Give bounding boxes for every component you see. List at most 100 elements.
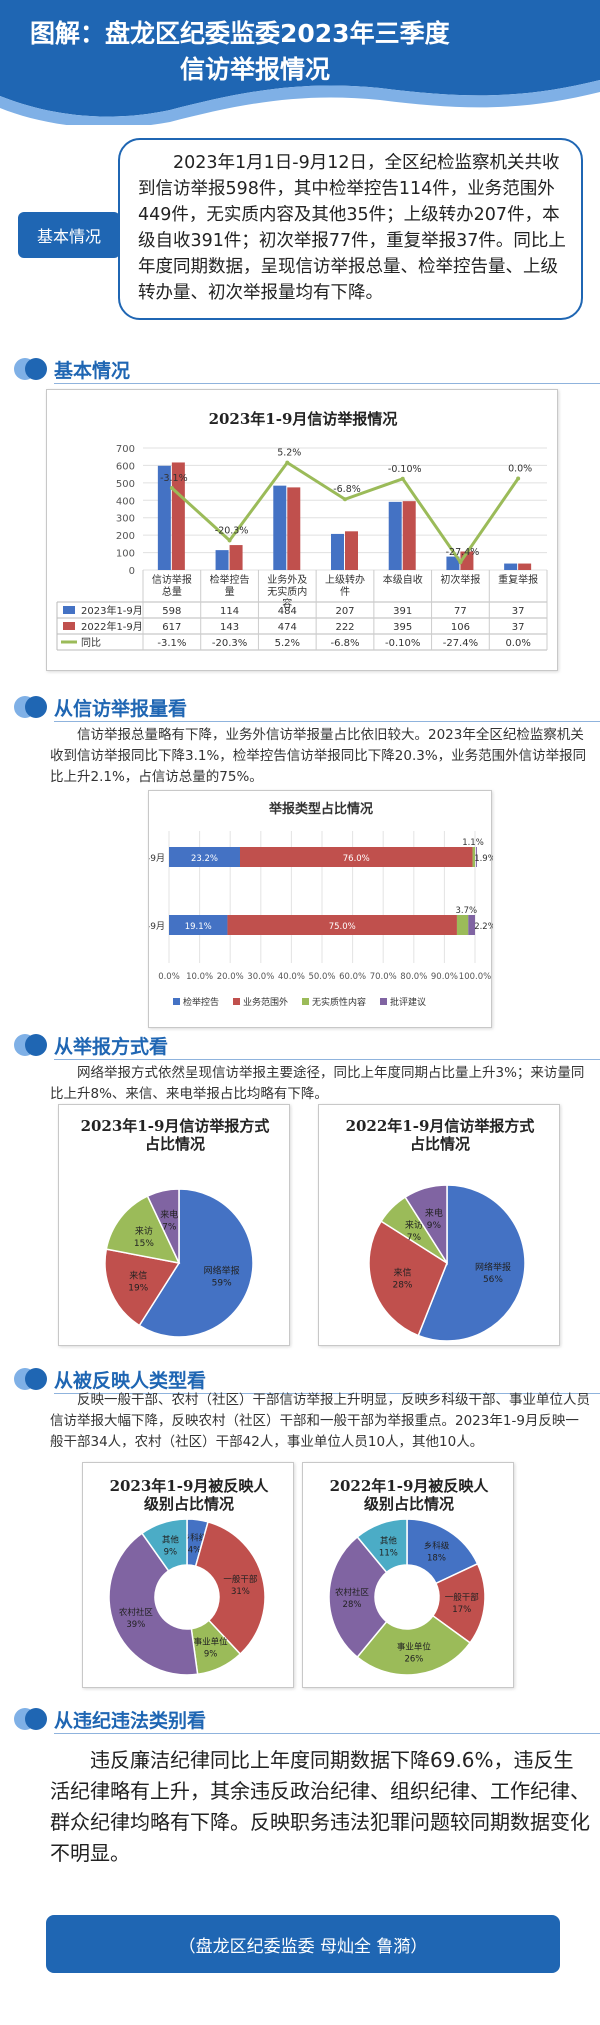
slice-value-label: 11% [379,1548,398,1558]
table-cell: 37 [512,606,525,617]
table-cell: 143 [220,622,239,633]
pie-slice [146,1188,180,1264]
slice-label: 事业单位 [194,1637,229,1648]
table-cell: -6.8% [330,638,359,649]
x-tick-label: 上级转办 [325,573,365,586]
slice-value-label: 18% [427,1554,446,1564]
x-tick-label: 20.0% [217,972,244,982]
footer-credit: （盘龙区纪委监委 母灿全 鲁漪） [46,1915,560,1973]
legend-swatch [63,622,75,630]
segment-data-label: 2.2% [474,922,493,932]
bar-2022 [345,531,358,570]
stacked-bar-segment [472,847,475,867]
slice-label: 其他 [380,1535,398,1546]
legend-swatch [233,998,240,1005]
header-banner: 图解：盘龙区纪委监委2023年三季度 信访举报情况 [0,0,600,125]
chart-title: 2023年1-9月信访举报情况 [209,410,398,428]
yoy-data-label: -20.3% [215,525,249,536]
y-tick-label: 0 [129,566,135,577]
slice-value-label: 19% [128,1284,148,1294]
table-cell: 484 [278,606,297,617]
segment-data-label: 76.0% [343,854,370,864]
segment-data-label: 1.9% [474,854,493,864]
x-tick-label: 件 [340,586,350,598]
overview-bar-chart: 2023年1-9月信访举报情况 0 100 200 300 400 500 600 700 -3.… [56,410,548,651]
yoy-point [516,476,521,481]
section-title: 从被反映人类型看 [54,1370,207,1392]
pie-slice [138,1188,254,1338]
header-title-line1: 图解：盘龙区纪委监委2023年三季度 [30,19,450,48]
section-title: 从信访举报量看 [54,698,188,720]
bar-2023 [331,533,344,570]
pie-slice [417,1184,526,1342]
y-tick-label: 200 [116,531,135,542]
slice-label: 农村社区 [335,1587,370,1598]
slice-value-label: 28% [392,1280,412,1290]
chart-title: 2022年1-9月被反映人 [330,1477,490,1495]
chart-card-overview: 2023年1-9月信访举报情况 0 100 200 300 400 500 600 700 -3.… [46,389,558,671]
slice-value-label: 15% [134,1239,154,1249]
yoy-point [343,497,347,502]
x-tick-label: 信访举报 [152,573,192,586]
slice-label: 乡科级 [182,1533,208,1544]
table-cell: 391 [393,606,412,617]
chart-card-type-share: 举报类型占比情况 0.0% 10.0% 20.0% 30.0% 40.0% 50.0% 60.… [109,790,496,1028]
paragraph-volume: 信访举报总量略有下降，业务外信访举报量占比依旧较大。2023年全区纪检监察机关收… [50,727,587,785]
header-wave-background [0,0,600,125]
bar-2023 [504,563,518,570]
section-heading-violation: 从违纪违法类别看 [14,1704,600,1734]
slice-value-label: 4% [188,1546,202,1556]
y-tick-label: 100 [116,549,135,560]
x-tick-label: 80.0% [400,972,427,982]
table-cell: 37 [512,622,525,633]
stacked-bar-segment [169,915,228,935]
section-title: 基本情况 [54,360,131,382]
slice-value-label: 56% [483,1275,503,1285]
x-tick-label: 总量 [162,585,182,598]
yoy-data-label: -6.8% [333,484,361,495]
yoy-data-label: -0.10% [388,464,422,475]
chart-card-person-2023: 2023年1-9月被反映人 级别占比情况 乡科级 4% 一般干部 31% 事业单位 9% 农村社… [82,1462,294,1688]
section-heading-method: 从举报方式看 [14,1030,600,1060]
x-tick-label: 量 [225,586,235,598]
x-tick-label: 0.0% [158,972,180,982]
table-cell: 106 [451,622,470,633]
y-tick-label: 500 [116,479,135,490]
x-tick-label: 90.0% [431,972,458,982]
chart-title: 2023年1-9月信访举报方式 [81,1117,270,1135]
paragraph-violation: 违反廉洁纪律同比上年度同期数据下降69.6%，违反生活纪律略有上升，其余违反政治… [50,1748,590,1865]
stacked-bar-segment [169,847,240,867]
bar-2022 [287,487,301,570]
section-title: 从违纪违法类别看 [54,1710,207,1732]
legend-label: 2023年1-9月 [81,604,143,617]
segment-data-label: 19.1% [185,922,212,932]
segment-data-label: 75.0% [329,922,356,932]
bar-2023 [273,485,287,570]
bar-2023 [157,465,171,570]
yoy-point [227,538,232,543]
bar-2022 [229,545,243,570]
section-title: 从举报方式看 [54,1036,169,1058]
pie-slice [104,1248,181,1327]
x-tick-label: 无实质内 [267,585,307,598]
pie-slice [356,1518,408,1574]
slice-value-label: 9% [204,1650,218,1660]
segment-data-label: 1.1% [462,838,484,848]
chart-title: 2022年1-9月信访举报方式 [346,1117,535,1135]
segment-data-label: 3.7% [455,906,477,916]
slice-label: 一般干部 [223,1574,258,1585]
slice-value-label: 9% [427,1221,442,1231]
chart-title: 级别占比情况 [364,1495,454,1513]
chart-card-method-2022: 2022年1-9月信访举报方式 占比情况 网络举报 56% 来信 28% 来访 7% 来电 9% [318,1104,560,1346]
x-tick-label: 70.0% [370,972,397,982]
section-dots-icon [14,696,48,718]
x-tick-label: 重复举报 [498,573,538,586]
pie-slice [368,1220,448,1337]
header-title-line2: 信访举报情况 [180,55,331,84]
legend-label: 业务范围外 [243,996,288,1008]
table-cell: -20.3% [212,638,247,649]
table-cell: 222 [335,622,354,633]
y-tick-label: 2023年1-9月 [149,920,165,932]
slice-value-label: 17% [452,1605,471,1615]
